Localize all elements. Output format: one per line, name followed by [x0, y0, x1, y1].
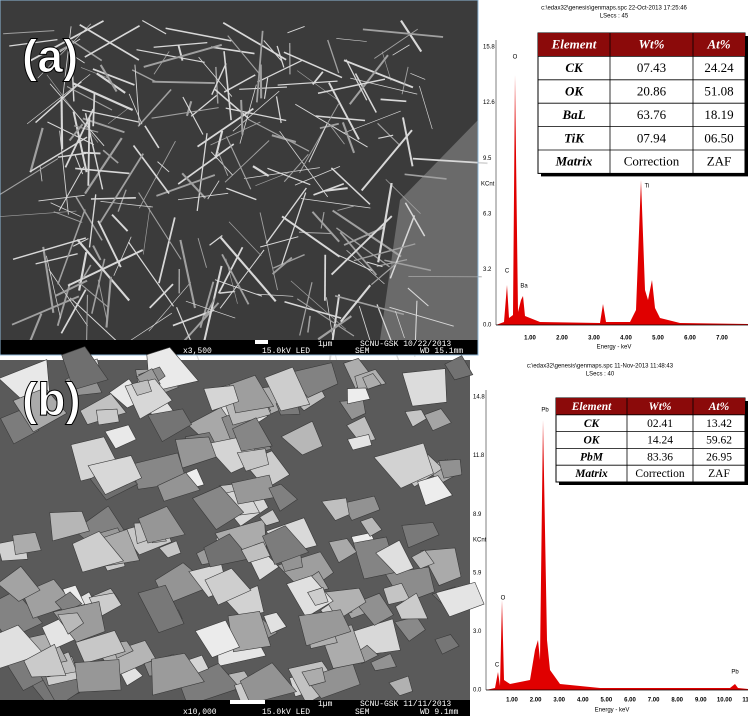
sem-mode: SEM — [355, 708, 370, 716]
table-cell: 06.50 — [704, 130, 733, 145]
table-cell: BaL — [561, 107, 585, 122]
table-cell: ZAF — [707, 154, 732, 169]
x-tick-label: 4.00 — [577, 698, 589, 704]
table-column-header: Wt% — [639, 37, 665, 52]
y-tick-label: 5.9 — [473, 570, 482, 576]
sem-mag: x3,500 — [183, 347, 212, 356]
crystal — [96, 409, 119, 425]
y-tick-label: 3.2 — [483, 267, 492, 273]
table-column-header: Element — [571, 401, 612, 413]
table-cell: 83.36 — [647, 451, 673, 463]
x-tick-label: 5.00 — [601, 698, 613, 704]
y-tick-label: 12.6 — [483, 100, 495, 106]
table-cell: Matrix — [574, 468, 608, 480]
table-cell: 02.41 — [647, 418, 673, 430]
x-tick-label: 7.00 — [716, 336, 728, 342]
x-tick-label: 2.00 — [530, 698, 542, 704]
x-tick-label: 3.00 — [553, 698, 565, 704]
spectrum-header: c:\edax32\genesis\genmaps.spc 11-Nov-201… — [527, 364, 674, 370]
table-column-header: At% — [708, 401, 729, 413]
scale-bar — [255, 340, 268, 344]
sem-mag: x10,000 — [183, 708, 217, 716]
figure: (a)1µmSCNU-GSK 10/22/2013x3,50015.0kV LE… — [0, 0, 748, 716]
x-tick-label: 8.00 — [671, 698, 683, 704]
y-tick-label: 3.0 — [473, 629, 482, 635]
x-tick-label: 2.00 — [556, 336, 568, 342]
y-tick-label: 8.9 — [473, 512, 482, 518]
y-tick-label: 6.3 — [483, 211, 492, 217]
table-cell: 51.08 — [704, 83, 733, 98]
table-cell: 07.43 — [637, 60, 666, 75]
x-tick-label: 10.00 — [717, 698, 733, 704]
peak-label: Pb — [541, 408, 549, 414]
table-cell: Matrix — [555, 154, 593, 169]
needle — [241, 100, 242, 135]
table-cell: 26.95 — [706, 451, 732, 463]
peak-label: C — [495, 663, 500, 669]
table-column-header: Wt% — [649, 401, 672, 413]
spectrum-lsecs: LSecs : 40 — [586, 372, 615, 378]
y-axis-label: KCnt — [473, 538, 487, 544]
table-cell: PbM — [580, 451, 604, 463]
peak-label: Pb — [731, 670, 739, 676]
spectrum-lsecs: LSecs : 45 — [600, 14, 629, 20]
y-tick-label: 9.5 — [483, 156, 492, 162]
y-tick-label: 11.8 — [473, 453, 485, 459]
x-axis-label: Energy - keV — [595, 708, 630, 714]
table-cell: 14.24 — [647, 435, 673, 447]
y-tick-label: 15.8 — [483, 45, 495, 51]
sem-voltage: 15.0kV LED — [262, 708, 310, 716]
crystal — [75, 660, 121, 693]
table-cell: 07.94 — [637, 130, 667, 145]
peak-label: Ba — [520, 284, 528, 290]
x-tick-label: 11.0 — [742, 698, 748, 704]
y-tick-label: 0.0 — [473, 688, 482, 694]
x-axis-label: Energy - keV — [597, 345, 632, 351]
peak-label: Ti — [645, 184, 650, 190]
x-tick-label: 6.00 — [624, 698, 636, 704]
x-tick-label: 1.00 — [506, 698, 518, 704]
panel-label: (b) — [22, 373, 81, 425]
panel-label: (a) — [22, 30, 78, 82]
sem-wd: WD 9.1mm — [420, 708, 459, 716]
needle — [62, 97, 63, 149]
table-cell: 63.76 — [637, 107, 667, 122]
x-tick-label: 5.00 — [652, 336, 664, 342]
peak-label: O — [501, 596, 506, 602]
table-column-header: At% — [706, 37, 730, 52]
x-tick-label: 4.00 — [620, 336, 632, 342]
table-cell: Correction — [635, 468, 684, 480]
table-column-header: Element — [551, 37, 597, 52]
table-cell: ZAF — [708, 468, 730, 480]
table-cell: 24.24 — [704, 60, 734, 75]
y-axis-label: KCnt — [481, 182, 495, 188]
sem-mode: SEM — [355, 347, 370, 356]
table-cell: 20.86 — [637, 83, 667, 98]
sem-scale: 1µm — [318, 700, 333, 709]
peak-label: O — [513, 55, 518, 61]
sem-wd: WD 15.1mm — [420, 347, 463, 356]
table-cell: CK — [584, 418, 601, 430]
table-cell: 13.42 — [706, 418, 732, 430]
y-tick-label: 0.0 — [483, 323, 492, 329]
x-tick-label: 7.00 — [648, 698, 660, 704]
scale-bar — [230, 700, 265, 704]
x-tick-label: 9.00 — [695, 698, 707, 704]
x-tick-label: 1.00 — [524, 336, 536, 342]
needle — [83, 153, 100, 154]
x-tick-label: 6.00 — [684, 336, 696, 342]
table-cell: TiK — [564, 130, 585, 145]
table-cell: CK — [565, 60, 584, 75]
peak-label: C — [505, 269, 510, 275]
x-tick-label: 3.00 — [588, 336, 600, 342]
table-cell: 18.19 — [704, 107, 733, 122]
spectrum-header: c:\edax32\genesis\genmaps.spc 22-Oct-201… — [541, 6, 687, 12]
sem-voltage: 15.0kV LED — [262, 347, 310, 356]
table-cell: Correction — [624, 154, 680, 169]
sem-scale: 1µm — [318, 340, 333, 349]
table-cell: OK — [565, 83, 584, 98]
table-cell: OK — [584, 435, 601, 447]
table-cell: 59.62 — [706, 435, 732, 447]
y-tick-label: 14.8 — [473, 395, 485, 401]
